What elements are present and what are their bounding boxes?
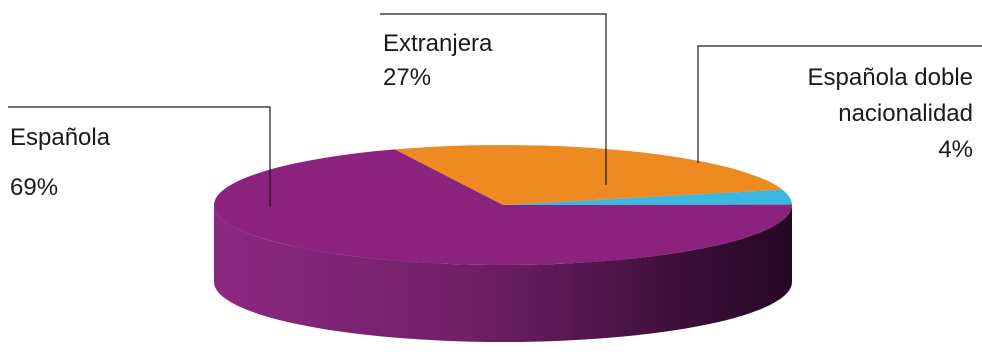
value-extranjera: 27%: [383, 64, 431, 91]
label-espanola: Española: [10, 124, 111, 151]
value-doble-nacionalidad: 4%: [938, 136, 973, 163]
label-doble-line1: Española doble: [808, 64, 973, 91]
pie-slice-extranjera: [394, 145, 783, 205]
value-espanola: 69%: [10, 174, 58, 201]
label-doble-line2: nacionalidad: [838, 100, 973, 127]
leader-line-espanola: [8, 106, 271, 207]
pie-slice-española: [214, 149, 793, 266]
leader-line-doble-nacionalidad: [697, 45, 982, 163]
label-extranjera: Extranjera: [383, 30, 493, 57]
pie-slice-española-doble-nacionalidad: [503, 189, 792, 205]
pie-side-wall: [214, 205, 792, 342]
leader-line-extranjera: [380, 13, 607, 185]
